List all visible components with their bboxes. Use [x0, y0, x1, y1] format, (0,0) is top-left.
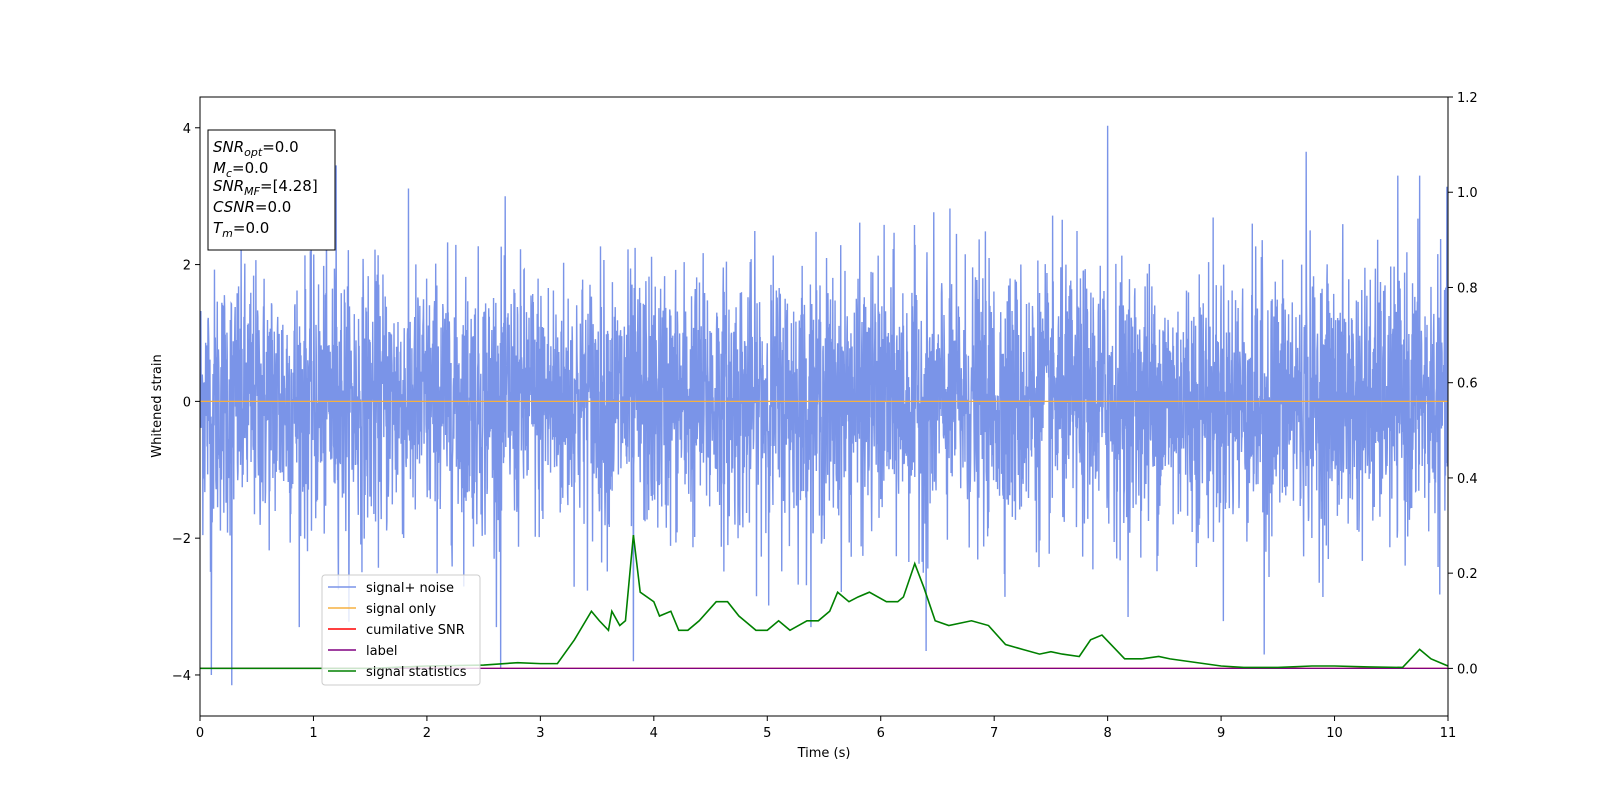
- y-left-tick-label: −4: [172, 669, 191, 684]
- y-right-tick-label: 0.2: [1457, 567, 1478, 582]
- x-tick-label: 8: [1103, 726, 1111, 741]
- x-tick-label: 2: [423, 726, 431, 741]
- legend-entry-label: label: [366, 644, 397, 659]
- x-tick-label: 10: [1326, 726, 1343, 741]
- stats-box-line: Tm=0.0: [213, 219, 269, 240]
- y-right-tick-label: 1.2: [1457, 91, 1478, 106]
- y-right-tick-label: 0.6: [1457, 377, 1478, 392]
- x-tick-label: 11: [1440, 726, 1457, 741]
- x-tick-label: 7: [990, 726, 998, 741]
- y-left-tick-label: 4: [183, 122, 191, 137]
- stats-box-line: Mc=0.0: [213, 159, 268, 180]
- x-tick-label: 1: [309, 726, 317, 741]
- series-line-signal-noise: [200, 125, 1448, 686]
- stats-box-line: CSNR=0.0: [213, 198, 291, 216]
- x-tick-label: 9: [1217, 726, 1225, 741]
- series-line-4: [200, 534, 1448, 670]
- y-axis-right: 0.0 0.2 0.4 0.6 0.8 1.0 1.2: [1448, 91, 1478, 677]
- x-tick-label: 0: [196, 726, 204, 741]
- stats-box-line: SNRMF=[4.28]: [213, 177, 318, 198]
- legend-entry-label: cumilative SNR: [366, 623, 465, 638]
- y-right-tick-label: 0.8: [1457, 281, 1478, 296]
- y-right-tick-label: 1.0: [1457, 186, 1478, 201]
- x-tick-label: 4: [650, 726, 658, 741]
- x-tick-label: 6: [877, 726, 885, 741]
- legend-entry-label: signal statistics: [366, 665, 467, 680]
- x-axis: 0 1 2 3 4 5 6 7 8 9 10 11: [196, 716, 1456, 741]
- plot-frame: [199, 96, 1449, 717]
- legend-entry-label: signal only: [366, 602, 436, 617]
- y-right-tick-label: 0.4: [1457, 472, 1478, 487]
- y-left-tick-label: 0: [183, 395, 191, 410]
- y-axis-label: Whitened strain: [150, 354, 165, 457]
- x-tick-label: 5: [763, 726, 771, 741]
- x-tick-label: 3: [536, 726, 544, 741]
- legend-entry-label: signal+ noise: [366, 581, 454, 596]
- y-left-tick-label: −2: [172, 532, 191, 547]
- legend-frame: [321, 574, 481, 686]
- y-axis-left: −4 −2 0 2 4: [172, 122, 200, 684]
- y-left-tick-label: 2: [183, 259, 191, 274]
- stats-box-line: SNRopt=0.0: [213, 138, 299, 159]
- stats-box-frame: [207, 129, 336, 251]
- y-right-tick-label: 0.0: [1457, 662, 1478, 677]
- legend: signal+ noise signal only cumilative SNR la…: [321, 574, 481, 686]
- x-axis-label: Time (s): [797, 746, 851, 761]
